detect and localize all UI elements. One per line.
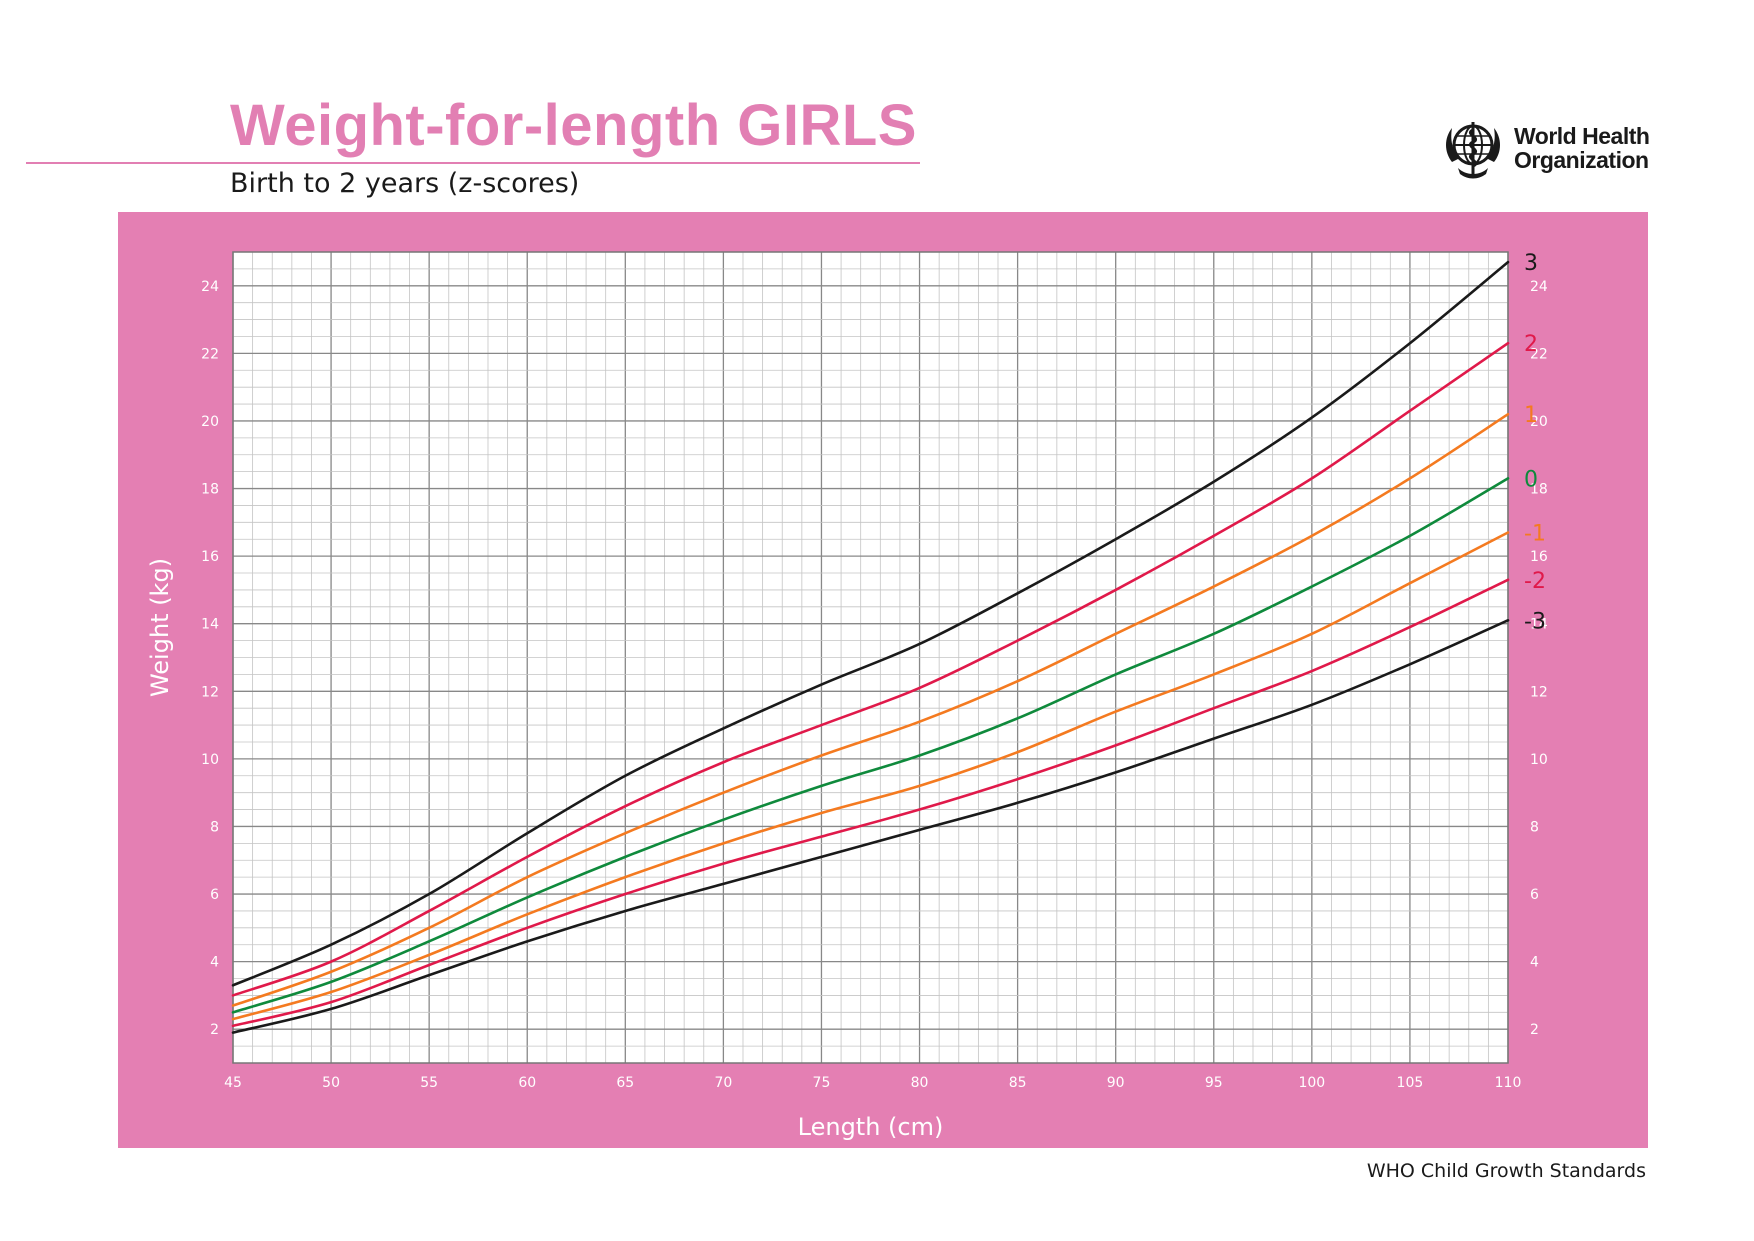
y-tick-label-right: 22 — [1530, 346, 1548, 362]
series-label-z-2: -2 — [1524, 569, 1546, 594]
footer-credit: WHO Child Growth Standards — [1366, 1160, 1646, 1182]
x-tick-labels: 45 50 55 60 65 70 75 80 85 90 95 100 105 110 — [224, 1075, 1521, 1091]
y-tick-label-right: 24 — [1530, 279, 1548, 295]
y-tick-label-right: 2 — [1530, 1022, 1539, 1038]
x-tick-label: 55 — [420, 1075, 438, 1091]
y-tick-label-left: 10 — [201, 752, 219, 768]
title-divider — [26, 162, 920, 164]
x-tick-label: 80 — [911, 1075, 929, 1091]
chart-subtitle: Birth to 2 years (z-scores) — [230, 168, 580, 199]
y-tick-label-right: 4 — [1530, 955, 1539, 971]
y-axis-label: Weight (kg) — [146, 558, 174, 697]
y-tick-label-right: 12 — [1530, 684, 1548, 700]
series-lines — [231, 260, 1510, 1034]
organization-name: World Health Organization — [1514, 124, 1664, 172]
series-line-z1 — [231, 412, 1510, 1007]
series-line-z0 — [231, 477, 1510, 1014]
x-axis-label: Length (cm) — [798, 1113, 944, 1141]
x-tick-label: 90 — [1107, 1075, 1125, 1091]
series-line-z-1 — [231, 531, 1510, 1021]
x-tick-label: 75 — [813, 1075, 831, 1091]
y-tick-label-left: 4 — [210, 955, 219, 971]
y-tick-label-left: 6 — [210, 887, 219, 903]
y-tick-label-left: 24 — [201, 279, 219, 295]
series-labels: 3 2 1 0 -1 -2 -3 — [1524, 251, 1546, 634]
y-tick-label-right: 6 — [1530, 887, 1539, 903]
x-tick-label: 110 — [1495, 1075, 1522, 1091]
x-tick-label: 100 — [1298, 1075, 1325, 1091]
chart-grid — [232, 251, 1509, 1064]
chart-title: Weight-for-length GIRLS — [230, 93, 917, 158]
y-tick-label-left: 20 — [201, 414, 219, 430]
y-tick-label-left: 22 — [201, 346, 219, 362]
y-tick-label-right: 14 — [1530, 617, 1548, 633]
y-tick-label-right: 18 — [1530, 482, 1548, 498]
y-tick-label-right: 8 — [1530, 819, 1539, 835]
series-label-z2: 2 — [1524, 332, 1538, 357]
x-tick-label: 85 — [1009, 1075, 1027, 1091]
y-tick-label-right: 20 — [1530, 414, 1548, 430]
x-tick-label: 65 — [616, 1075, 634, 1091]
series-line-z-3 — [231, 619, 1510, 1034]
x-tick-label: 60 — [518, 1075, 536, 1091]
series-label-z0: 0 — [1524, 467, 1538, 492]
x-tick-label: 95 — [1205, 1075, 1223, 1091]
series-label-z3: 3 — [1524, 251, 1538, 276]
series-line-z2 — [231, 341, 1510, 997]
y-tick-label-left: 18 — [201, 482, 219, 498]
y-tick-label-left: 2 — [210, 1022, 219, 1038]
organization-name-line2: Organization — [1514, 147, 1649, 173]
y-tick-label-right: 10 — [1530, 752, 1548, 768]
x-tick-label: 105 — [1397, 1075, 1424, 1091]
series-label-z-1: -1 — [1524, 521, 1546, 546]
organization-name-line1: World Health — [1514, 123, 1650, 149]
plot-border — [232, 251, 1509, 1064]
y-tick-label-right: 16 — [1530, 549, 1548, 565]
y-tick-label-left: 12 — [201, 684, 219, 700]
y-tick-label-left: 14 — [201, 617, 219, 633]
series-line-z3 — [231, 260, 1510, 987]
series-line-z-2 — [231, 578, 1510, 1028]
who-emblem-icon — [1446, 122, 1500, 179]
x-tick-label: 70 — [714, 1075, 732, 1091]
y-tick-label-left: 8 — [210, 819, 219, 835]
chart-panel: 2 4 6 8 10 12 14 16 18 20 22 24 2 4 6 8 10 12 14 16 18 20 22 2… — [118, 212, 1648, 1148]
x-tick-label: 50 — [322, 1075, 340, 1091]
series-label-z-3: -3 — [1524, 609, 1546, 634]
series-label-z1: 1 — [1524, 403, 1538, 428]
organization-logo: World Health Organization — [1440, 118, 1660, 184]
y-tick-label-left: 16 — [201, 549, 219, 565]
x-tick-label: 45 — [224, 1075, 242, 1091]
